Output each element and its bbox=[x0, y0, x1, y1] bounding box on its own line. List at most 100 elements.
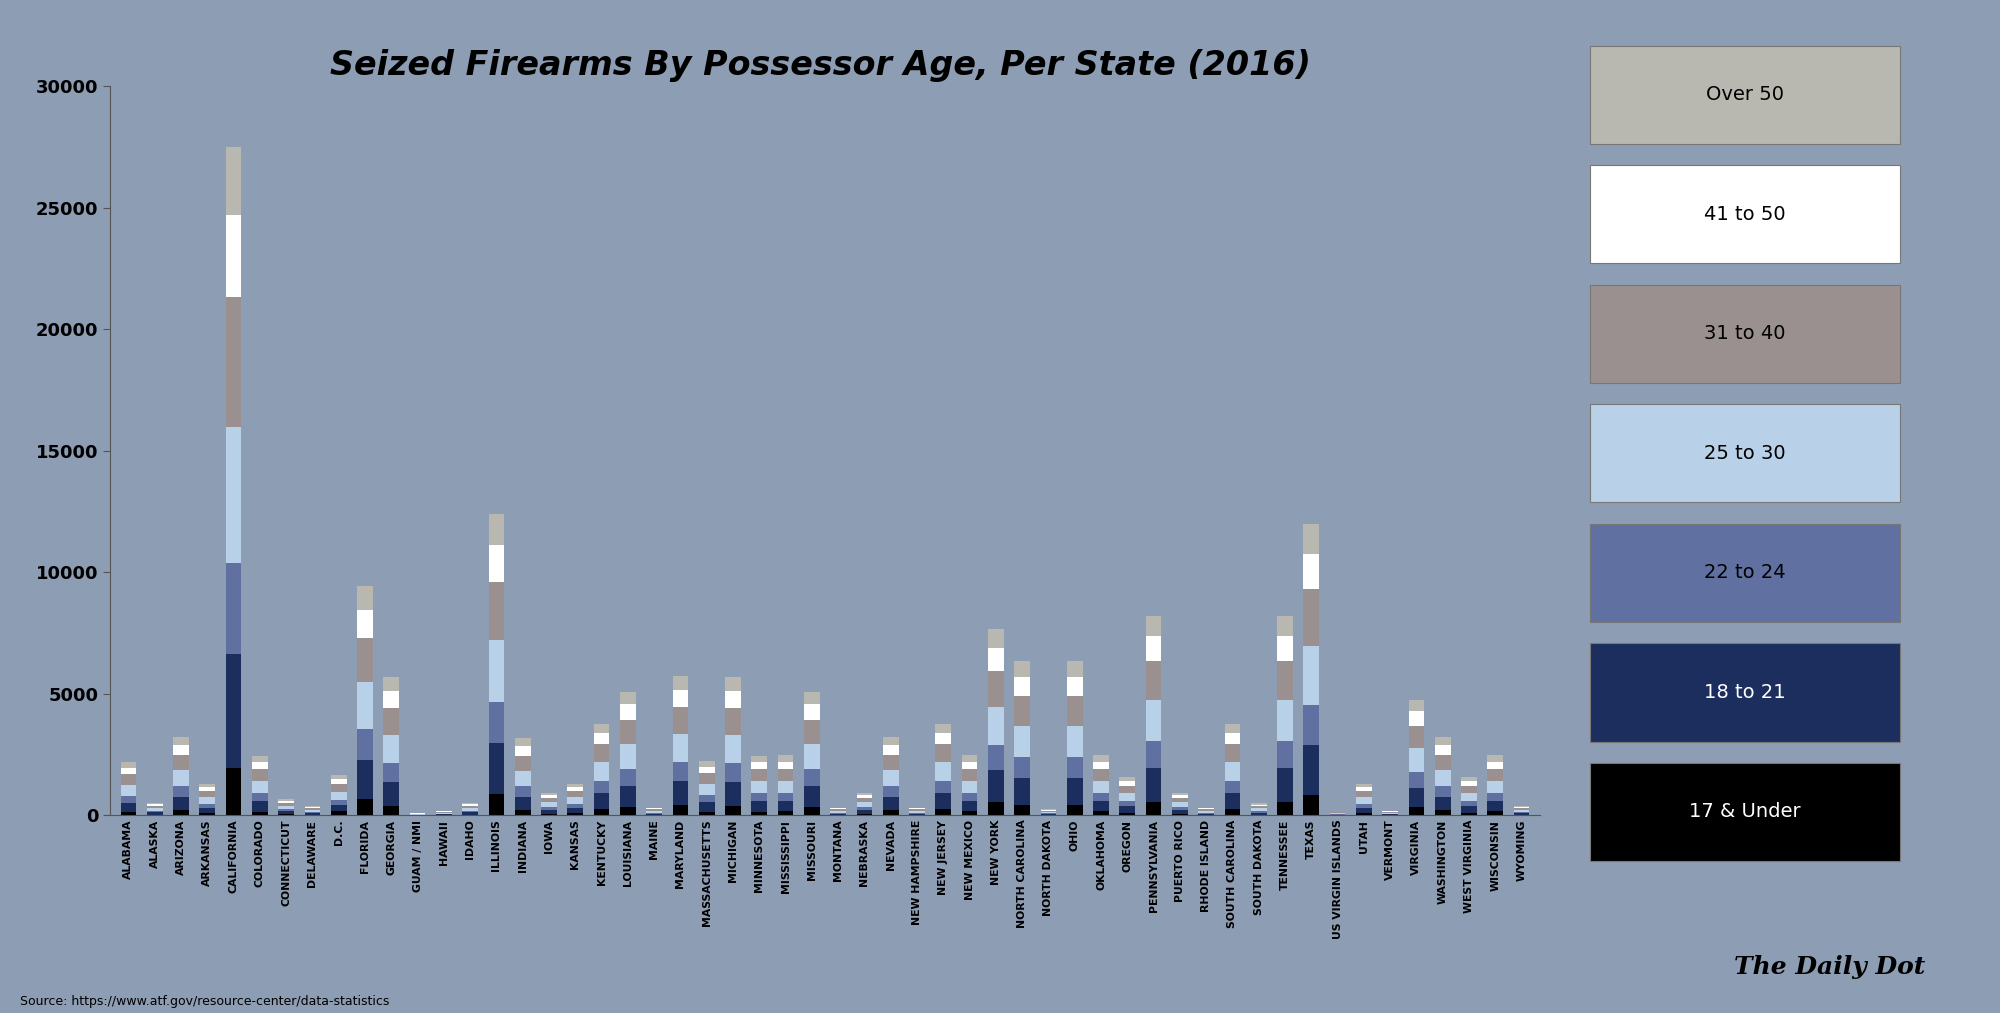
Bar bbox=[698, 795, 714, 802]
Bar bbox=[488, 581, 504, 640]
Bar bbox=[514, 738, 530, 747]
Bar bbox=[830, 812, 846, 813]
Bar bbox=[962, 756, 978, 762]
Bar bbox=[1250, 812, 1266, 814]
Bar bbox=[1224, 733, 1240, 745]
Bar bbox=[778, 762, 794, 769]
Bar bbox=[936, 733, 952, 745]
Bar bbox=[542, 807, 556, 810]
Bar bbox=[1066, 804, 1082, 815]
Bar bbox=[542, 813, 556, 815]
Bar bbox=[542, 795, 556, 798]
Bar bbox=[856, 802, 872, 807]
Bar bbox=[882, 797, 898, 810]
Bar bbox=[1278, 700, 1292, 741]
Bar bbox=[856, 810, 872, 813]
Bar bbox=[1014, 804, 1030, 815]
Bar bbox=[1040, 814, 1056, 815]
Bar bbox=[200, 784, 216, 787]
Bar bbox=[568, 787, 584, 791]
Bar bbox=[1066, 661, 1082, 677]
Bar bbox=[620, 704, 636, 719]
Bar bbox=[936, 809, 952, 815]
Bar bbox=[698, 773, 714, 784]
Bar bbox=[936, 724, 952, 733]
Bar bbox=[726, 691, 740, 708]
Bar bbox=[752, 756, 768, 762]
Text: 17 & Under: 17 & Under bbox=[1690, 802, 1800, 822]
Bar bbox=[1250, 806, 1266, 808]
Bar bbox=[384, 763, 400, 782]
Bar bbox=[174, 786, 188, 797]
Bar bbox=[330, 799, 346, 804]
Bar bbox=[1488, 769, 1504, 781]
Bar bbox=[1408, 725, 1424, 749]
Bar bbox=[594, 809, 610, 815]
Bar bbox=[514, 756, 530, 771]
Bar bbox=[1408, 807, 1424, 815]
Bar bbox=[778, 756, 794, 762]
Bar bbox=[174, 745, 188, 755]
Bar bbox=[1304, 794, 1320, 815]
Bar bbox=[462, 812, 478, 814]
Bar bbox=[594, 762, 610, 781]
Bar bbox=[1514, 810, 1530, 812]
Bar bbox=[882, 737, 898, 745]
Bar bbox=[514, 797, 530, 810]
Bar bbox=[1146, 660, 1162, 700]
Bar bbox=[594, 793, 610, 809]
Bar bbox=[146, 812, 162, 814]
Bar bbox=[1356, 797, 1372, 803]
Bar bbox=[1408, 787, 1424, 807]
Bar bbox=[1014, 696, 1030, 725]
Bar bbox=[1250, 803, 1266, 804]
Bar bbox=[752, 793, 768, 801]
Bar bbox=[882, 786, 898, 797]
Bar bbox=[1014, 778, 1030, 804]
Bar bbox=[278, 801, 294, 803]
Bar bbox=[120, 812, 136, 815]
Bar bbox=[962, 793, 978, 801]
Bar bbox=[910, 809, 924, 811]
Bar bbox=[1198, 813, 1214, 814]
Bar bbox=[726, 763, 740, 782]
Bar bbox=[200, 808, 216, 813]
Bar bbox=[988, 770, 1004, 802]
Bar bbox=[1146, 616, 1162, 636]
Bar bbox=[752, 781, 768, 793]
Bar bbox=[594, 733, 610, 745]
Bar bbox=[1172, 802, 1188, 807]
Text: 41 to 50: 41 to 50 bbox=[1704, 205, 1786, 224]
Bar bbox=[1278, 768, 1292, 802]
Bar bbox=[830, 809, 846, 811]
Bar bbox=[358, 610, 372, 638]
Bar bbox=[568, 808, 584, 813]
Bar bbox=[278, 799, 294, 801]
Bar bbox=[1356, 808, 1372, 813]
Bar bbox=[936, 793, 952, 809]
Bar bbox=[1172, 793, 1188, 795]
Text: The Daily Dot: The Daily Dot bbox=[1734, 955, 1926, 980]
Bar bbox=[1434, 810, 1450, 815]
Bar bbox=[252, 769, 268, 781]
Bar bbox=[488, 640, 504, 702]
Bar bbox=[594, 781, 610, 793]
Bar bbox=[514, 771, 530, 786]
Bar bbox=[1120, 806, 1136, 812]
Bar bbox=[1462, 793, 1476, 801]
Bar bbox=[698, 784, 714, 795]
Bar bbox=[252, 793, 268, 801]
Bar bbox=[1120, 812, 1136, 815]
Bar bbox=[304, 811, 320, 813]
Bar bbox=[752, 769, 768, 781]
Bar bbox=[1224, 745, 1240, 762]
Bar bbox=[1278, 802, 1292, 815]
Bar bbox=[120, 762, 136, 768]
Bar bbox=[910, 813, 924, 814]
Bar bbox=[804, 692, 820, 704]
Bar bbox=[1040, 810, 1056, 812]
Bar bbox=[1224, 723, 1240, 733]
Bar bbox=[620, 807, 636, 815]
Bar bbox=[462, 808, 478, 810]
Bar bbox=[226, 147, 242, 215]
